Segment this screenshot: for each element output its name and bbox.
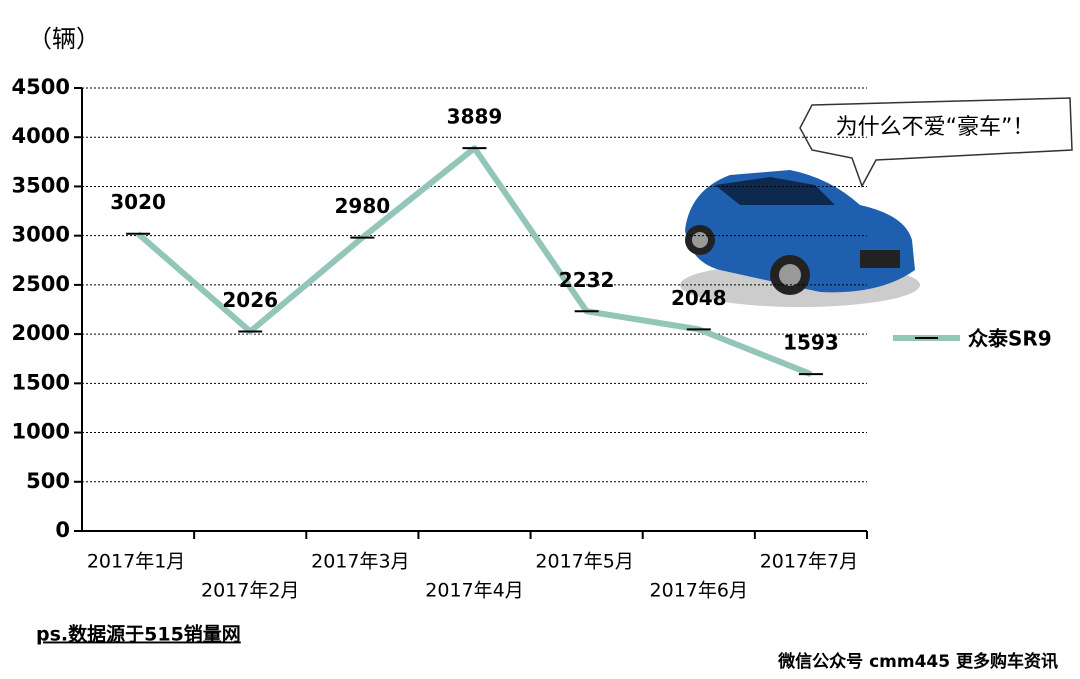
x-tick-label: 2017年1月 [87,551,185,573]
watermark: 微信公众号 cmm445 更多购车资讯 [777,651,1058,672]
x-tick-label: 2017年4月 [425,580,523,602]
value-label: 2048 [671,286,727,310]
legend-label: 众泰SR9 [968,327,1052,351]
y-tick-label: 3000 [12,223,70,247]
x-tick-label: 2017年7月 [760,551,858,573]
x-tick-label: 2017年5月 [535,551,633,573]
value-label: 3889 [447,105,503,129]
x-tick-label: 2017年2月 [201,580,299,602]
y-tick-label: 0 [55,518,70,542]
y-tick-label: 3500 [12,173,70,197]
value-label: 1593 [783,331,839,355]
y-axis-label: （辆） [28,25,100,53]
x-tick-label: 2017年3月 [311,551,409,573]
car-illustration [680,170,920,307]
value-label: 2232 [559,268,615,292]
value-label: 2026 [222,288,278,312]
value-label: 2980 [335,194,391,218]
y-tick-label: 2500 [12,272,70,296]
y-tick-label: 4000 [12,124,70,148]
speech-bubble [799,97,1073,188]
annotation: 为什么不爱“豪车”！ [836,115,1035,140]
y-tick-label: 2000 [12,321,70,345]
value-label: 3020 [110,190,166,214]
x-tick-label: 2017年6月 [650,580,748,602]
y-tick-label: 500 [26,469,70,493]
y-tick-label: 1500 [12,370,70,394]
y-tick-label: 1000 [12,420,70,444]
footnote: ps.数据源于515销量网 [36,623,241,646]
y-tick-label: 4500 [12,75,70,99]
